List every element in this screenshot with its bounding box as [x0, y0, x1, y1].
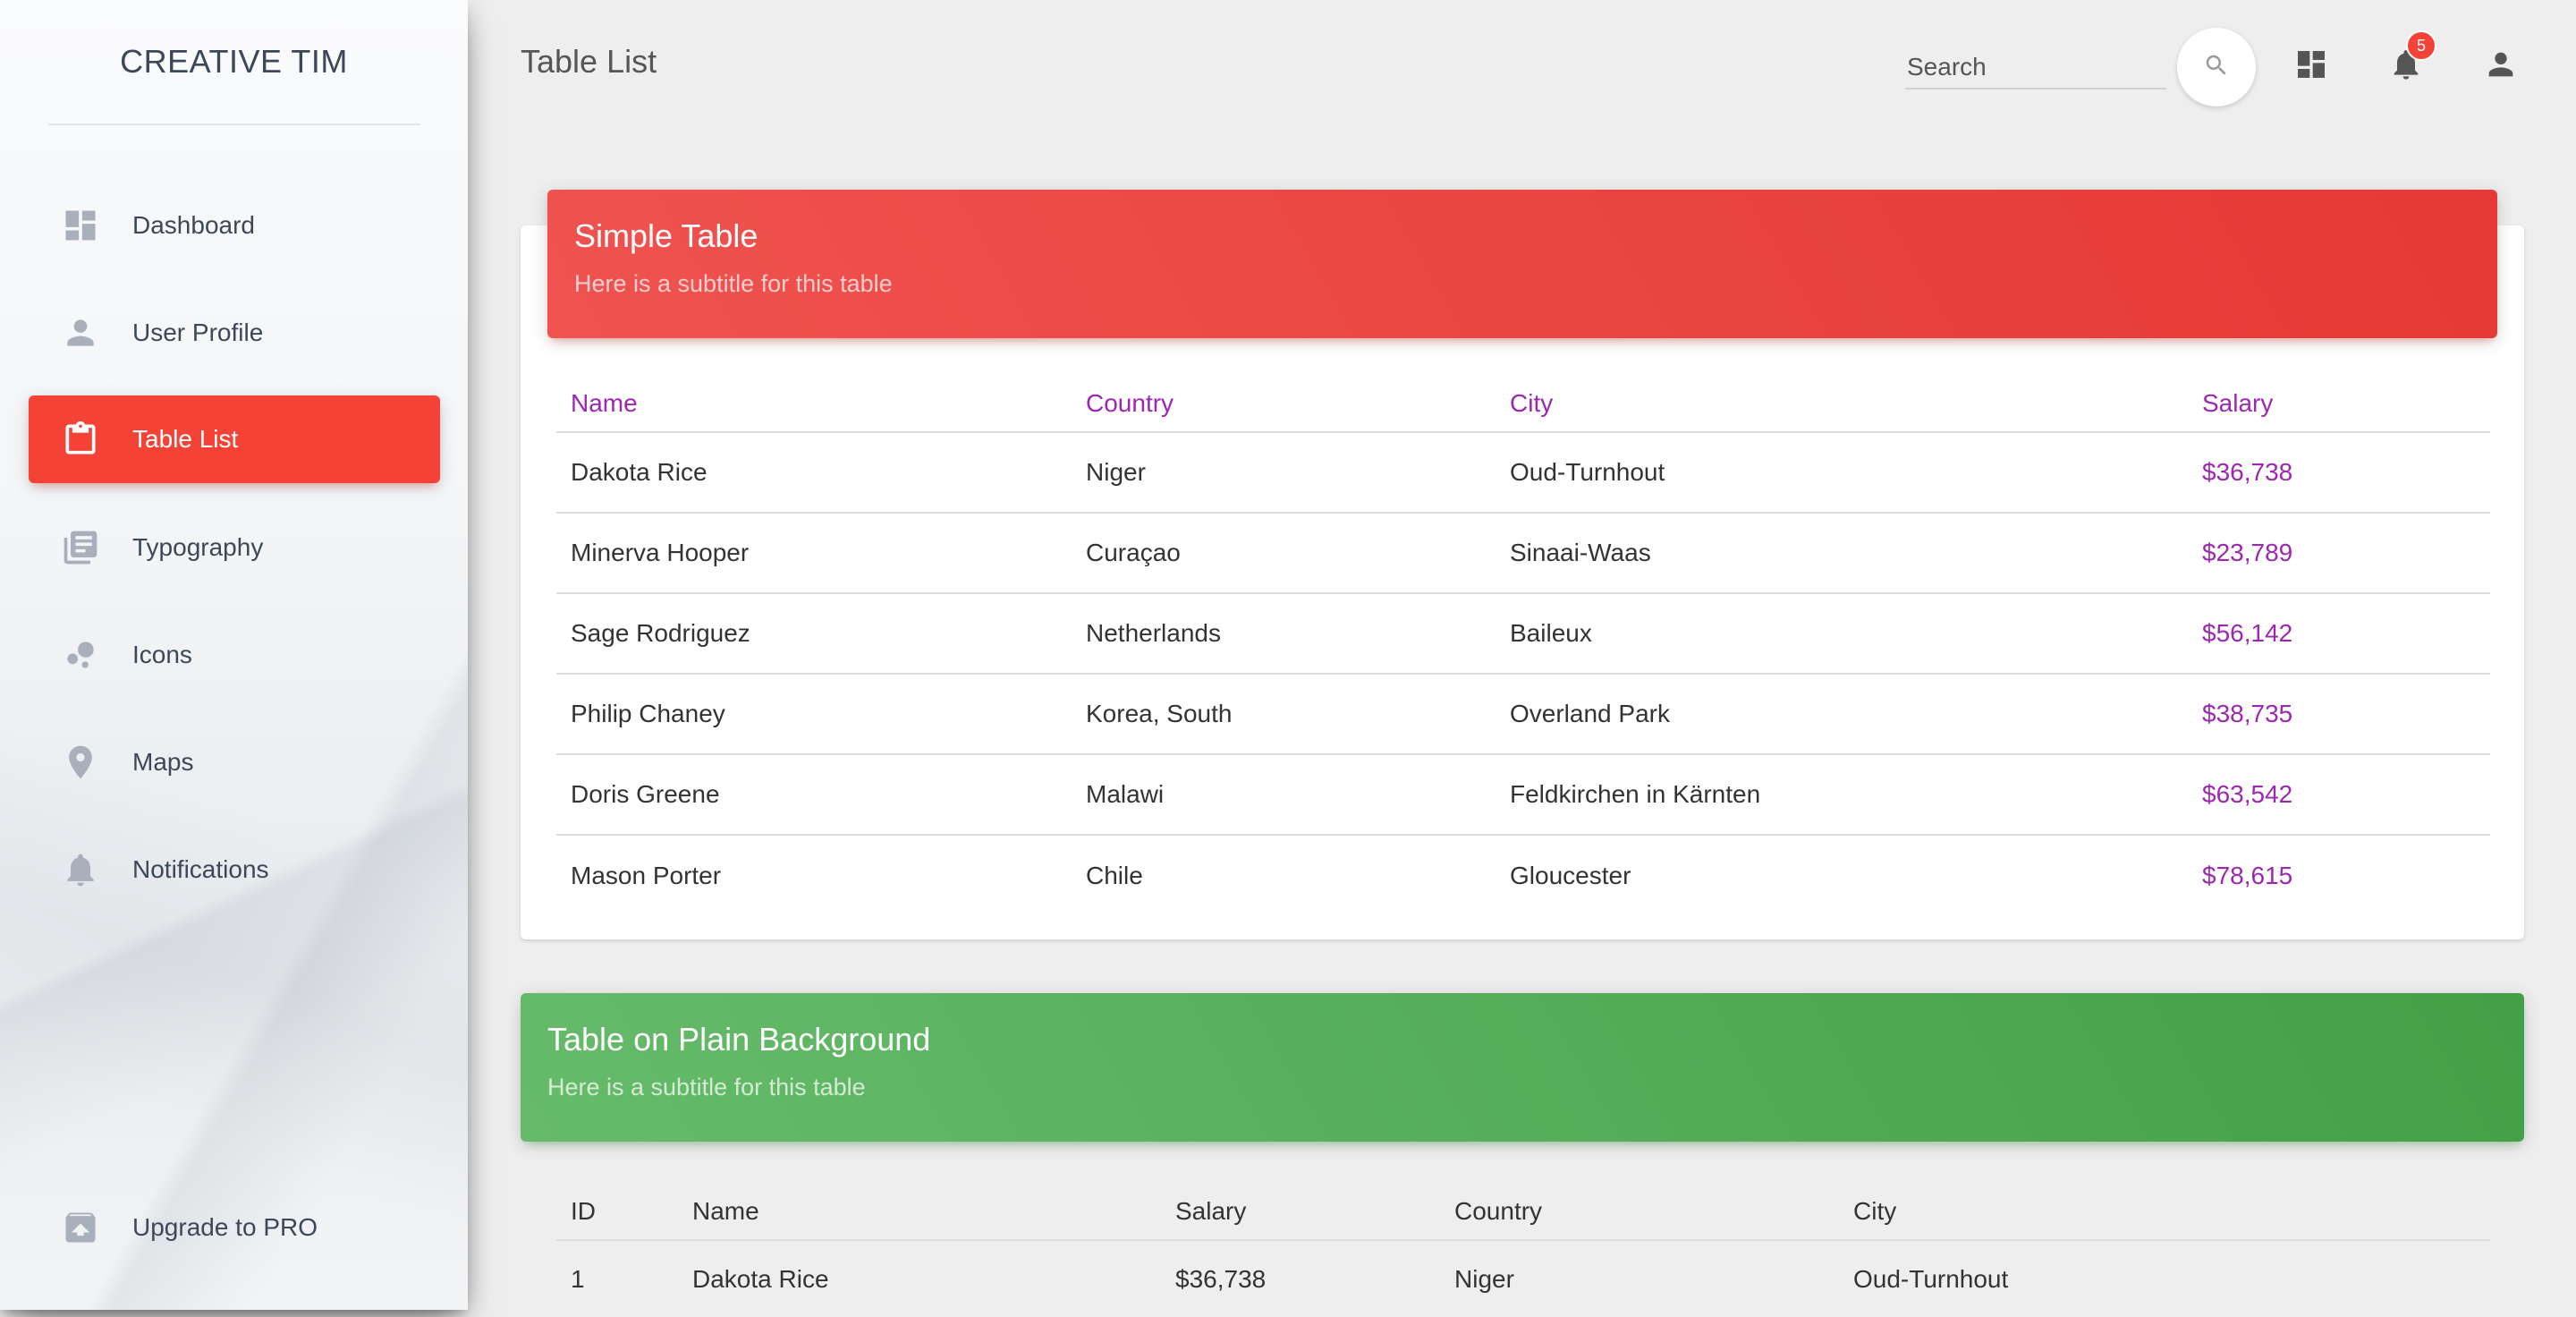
cell-salary: $78,615 — [2202, 861, 2293, 889]
sidebar-item-label: Maps — [132, 748, 194, 776]
table-row: Minerva Hooper Curaçao Sinaai-Waas $23,7… — [556, 513, 2490, 594]
cell-id: 1 — [571, 1264, 585, 1293]
sidebar-item-notifications[interactable]: Notifications — [29, 826, 440, 913]
column-header-salary[interactable]: Salary — [2188, 382, 2490, 433]
cell-country: Netherlands — [1072, 593, 1496, 675]
dashboard-icon — [2293, 47, 2329, 87]
sidebar-item-upgrade-to-pro[interactable]: Upgrade to PRO — [29, 1184, 440, 1271]
plain-table-header: Table on Plain Background Here is a subt… — [521, 993, 2524, 1142]
table-row: Dakota Rice Niger Oud-Turnhout $36,738 — [556, 432, 2490, 514]
sidebar-item-user-profile[interactable]: User Profile — [29, 289, 440, 377]
cell-country: Niger — [1072, 432, 1496, 514]
simple-table: Name Country City Salary Dakota Rice Nig… — [556, 382, 2490, 915]
table-row: Sage Rodriguez Netherlands Baileux $56,1… — [556, 593, 2490, 675]
sidebar-item-label: Icons — [132, 641, 192, 668]
cell-city: Feldkirchen in Kärnten — [1496, 754, 2188, 836]
sidebar-item-label: Upgrade to PRO — [132, 1213, 318, 1241]
bubble-chart-icon — [61, 635, 100, 675]
sidebar-item-label: User Profile — [132, 319, 264, 346]
cell-country: Curaçao — [1072, 513, 1496, 594]
cell-name: Mason Porter — [571, 861, 722, 889]
cell-city: Sinaai-Waas — [1496, 513, 2188, 594]
cell-city: Overland Park — [1496, 674, 2188, 755]
cell-country: Niger — [1454, 1264, 1514, 1293]
cell-name: Minerva Hooper — [556, 513, 1072, 594]
table-row: Mason Porter Chile Gloucester $78,615 — [556, 835, 2490, 915]
page-title[interactable]: Table List — [521, 43, 657, 80]
column-header-country[interactable]: Country — [1072, 382, 1496, 433]
cell-city: Baileux — [1496, 593, 2188, 675]
table-row: Doris Greene Malawi Feldkirchen in Kärnt… — [556, 754, 2490, 836]
cell-name: Sage Rodriguez — [556, 593, 1072, 675]
sidebar-item-typography[interactable]: Typography — [29, 504, 440, 591]
sidebar-item-dashboard[interactable]: Dashboard — [29, 182, 440, 269]
cell-salary: $36,738 — [1175, 1264, 1267, 1293]
column-header-name[interactable]: Name — [556, 382, 1072, 433]
cell-salary: $56,142 — [2188, 593, 2490, 675]
column-header-city[interactable]: City — [1496, 382, 2188, 433]
cell-city: Gloucester — [1510, 861, 1631, 889]
table-header-row: ID Name Salary Country City — [556, 1190, 2490, 1241]
table-row: Philip Chaney Korea, South Overland Park… — [556, 674, 2490, 755]
cell-salary: $36,738 — [2188, 432, 2490, 514]
notification-count-badge: 5 — [2406, 30, 2436, 61]
cell-name: Philip Chaney — [556, 674, 1072, 755]
person-icon — [2483, 47, 2519, 87]
sidebar-item-icons[interactable]: Icons — [29, 611, 440, 699]
cell-city: Oud-Turnhout — [1496, 432, 2188, 514]
card-subtitle: Here is a subtitle for this table — [574, 269, 893, 297]
cell-name: Dakota Rice — [692, 1264, 829, 1293]
unarchive-icon — [61, 1208, 100, 1247]
cell-salary: $38,735 — [2188, 674, 2490, 755]
cell-city: Oud-Turnhout — [1853, 1264, 2009, 1293]
column-header-city[interactable]: City — [1839, 1190, 2490, 1241]
simple-table-card: Name Country City Salary Dakota Rice Nig… — [521, 225, 2524, 939]
brand-logo-text[interactable]: CREATIVE TIM — [120, 43, 348, 80]
cell-country: Chile — [1086, 861, 1143, 889]
cell-name: Dakota Rice — [556, 432, 1072, 514]
column-header-name[interactable]: Name — [678, 1190, 1161, 1241]
card-subtitle: Here is a subtitle for this table — [547, 1073, 866, 1100]
clipboard-icon — [61, 420, 100, 459]
sidebar: CREATIVE TIM Dashboard User Profile Tabl… — [0, 0, 468, 1310]
location-pin-icon — [61, 743, 100, 782]
card-title: Table on Plain Background — [547, 1021, 931, 1058]
bell-icon — [61, 850, 100, 889]
dashboard-icon — [61, 206, 100, 245]
simple-table-header: Simple Table Here is a subtitle for this… — [547, 190, 2497, 338]
card-title: Simple Table — [574, 217, 758, 254]
table-row: 1 Dakota Rice $36,738 Niger Oud-Turnhout — [556, 1240, 2490, 1317]
search-input[interactable] — [1905, 47, 2166, 89]
column-header-country[interactable]: Country — [1440, 1190, 1839, 1241]
search-icon — [2203, 52, 2230, 83]
sidebar-item-label: Typography — [132, 533, 264, 561]
search-button[interactable] — [2177, 28, 2256, 106]
cell-salary: $63,542 — [2188, 754, 2490, 836]
column-header-id[interactable]: ID — [556, 1190, 678, 1241]
cell-country: Korea, South — [1072, 674, 1496, 755]
table-header-row: Name Country City Salary — [556, 382, 2490, 433]
cell-salary: $23,789 — [2188, 513, 2490, 594]
account-button[interactable] — [2474, 39, 2528, 93]
sidebar-item-label: Notifications — [132, 855, 269, 883]
sidebar-item-table-list[interactable]: Table List — [29, 395, 440, 483]
person-icon — [61, 313, 100, 353]
library-books-icon — [61, 528, 100, 567]
column-header-salary[interactable]: Salary — [1161, 1190, 1440, 1241]
brand-divider — [48, 123, 420, 125]
cell-country: Malawi — [1072, 754, 1496, 836]
sidebar-item-maps[interactable]: Maps — [29, 718, 440, 806]
dashboard-button[interactable] — [2284, 39, 2338, 93]
sidebar-item-label: Dashboard — [132, 211, 255, 239]
plain-table: ID Name Salary Country City 1 Dakota Ric… — [556, 1190, 2490, 1317]
sidebar-item-label: Table List — [132, 425, 239, 453]
cell-name: Doris Greene — [556, 754, 1072, 836]
